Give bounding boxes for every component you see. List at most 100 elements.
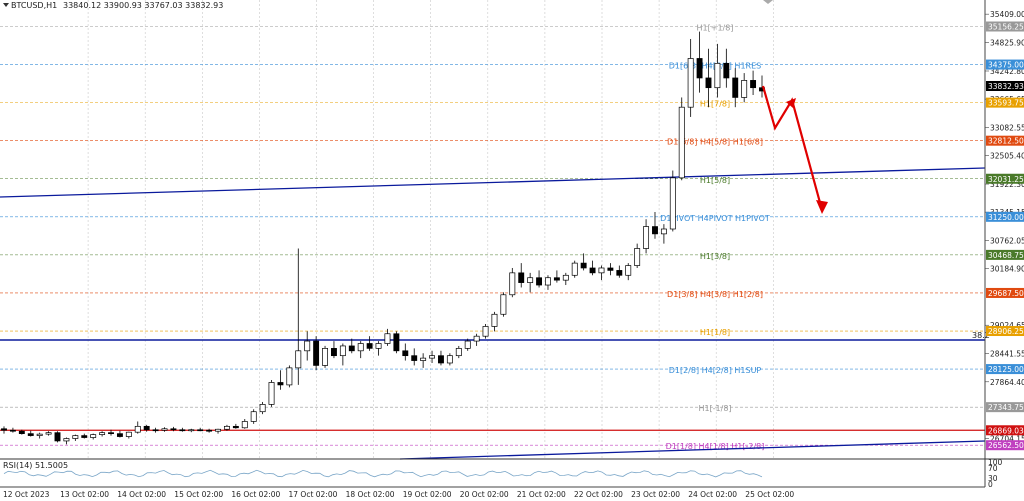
candle (250, 409, 257, 424)
price-tick-label: 33082.55 (990, 124, 1024, 133)
level-price-tag: 32031.25 (988, 175, 1024, 184)
candle (589, 260, 596, 276)
candle (1, 426, 7, 434)
candle (482, 324, 489, 339)
level-label: H1[+1/8] (697, 23, 734, 32)
candle (45, 431, 52, 436)
candle (18, 429, 25, 435)
level-price-tag: 28906.25 (988, 327, 1024, 336)
time-tick-label: 15 Oct 02:00 (174, 490, 223, 499)
candle (669, 170, 676, 232)
candle (304, 331, 311, 361)
forecast-arrow[interactable] (761, 85, 828, 214)
candle (643, 219, 650, 254)
level-price-tag: 30468.75 (988, 251, 1024, 260)
candle (375, 341, 382, 356)
rsi-tick-70: 70 (988, 464, 998, 473)
candle (143, 424, 150, 432)
candle (687, 38, 694, 117)
candle (331, 341, 337, 359)
level-label: H1[5/8] (700, 176, 730, 185)
scroll-marker-icon[interactable] (763, 0, 773, 4)
level-price-tag: 32812.50 (988, 137, 1024, 146)
level-label: H1[1/8] (700, 328, 730, 337)
candle (116, 430, 123, 438)
price-tick-label: 30762.05 (990, 237, 1024, 246)
candle (215, 428, 221, 434)
candle (429, 350, 435, 363)
rsi-line (3, 469, 763, 478)
candle (536, 270, 543, 288)
candle (241, 419, 248, 429)
candle (152, 427, 159, 433)
level-price-tag: 33593.75 (988, 99, 1024, 108)
time-tick-label: 25 Oct 02:00 (745, 490, 794, 499)
candle (607, 263, 614, 276)
level-label: D1PIVOT H4PIVOT H1PIVOT (660, 214, 770, 223)
candle (90, 433, 97, 440)
candle (509, 267, 516, 298)
candle (170, 426, 177, 432)
level-label: H1[3/8] (700, 252, 730, 261)
time-tick-label: 16 Oct 02:00 (231, 490, 280, 499)
upper-trend-line[interactable] (0, 167, 986, 198)
candle (446, 353, 453, 366)
candle (741, 73, 748, 103)
candle (678, 97, 685, 181)
candle (108, 429, 114, 436)
ohlc-label: 33840.12 33900.93 33767.03 33832.93 (63, 1, 223, 10)
level-price-tag: 34375.00 (988, 61, 1024, 70)
level-price-tag: 31250.00 (988, 213, 1024, 222)
time-tick-label: 22 Oct 02:00 (574, 490, 623, 499)
level-label: D1[5/8] H4[5/8] H1[6/8] (667, 138, 763, 147)
price-tick-label: 30184.90 (990, 265, 1024, 274)
candle (402, 343, 409, 361)
candle (357, 341, 364, 359)
candle (339, 343, 346, 366)
price-tick-label: 32505.40 (990, 152, 1024, 161)
candle (125, 431, 132, 439)
level-label: H1[-1/8] (698, 404, 731, 413)
candle (652, 211, 658, 239)
price-tick-label: 34242.80 (990, 67, 1024, 76)
candles (1, 31, 765, 445)
candle (562, 272, 569, 286)
candle (206, 428, 213, 433)
candle (714, 43, 721, 98)
candle (366, 336, 373, 351)
level-price-tag: 26869.03 (988, 426, 1024, 435)
candle (750, 70, 757, 96)
price-tick-label: 29024.65 (990, 321, 1024, 330)
candle (420, 353, 427, 368)
candle (27, 430, 34, 437)
candle (313, 336, 320, 371)
candle (36, 432, 43, 439)
level-price-tag: 29687.50 (988, 289, 1024, 298)
candle (616, 265, 623, 278)
time-axis: 12 Oct 2023 13 Oct 02:00 14 Oct 02:00 15 Oc… (3, 490, 794, 499)
candle (393, 331, 400, 354)
candle (63, 437, 70, 445)
collapse-arrow-icon[interactable] (3, 3, 9, 7)
candle (99, 431, 106, 437)
level-label: D1[3/8] H4[3/8] H1[2/8] (667, 290, 763, 299)
time-tick-label: 19 Oct 02:00 (403, 490, 452, 499)
candle (179, 427, 186, 432)
candle (197, 427, 204, 432)
price-tick-label: 34825.90 (990, 39, 1024, 48)
time-tick-label: 24 Oct 02:00 (688, 490, 737, 499)
candle (161, 427, 168, 432)
level-price-tag: 27343.75 (988, 403, 1024, 412)
candle (696, 31, 703, 93)
rsi-label: RSI(14) 51.5005 (3, 461, 68, 470)
candle (348, 338, 355, 354)
price-tick-label: 31922.30 (990, 180, 1024, 189)
lower-trend-line[interactable] (399, 440, 986, 460)
level-label: D1[1/8] H4[1/8] H1[-2/8] (666, 442, 765, 451)
candle (732, 68, 739, 108)
candle (232, 423, 239, 429)
candle (9, 427, 16, 433)
candle (188, 428, 195, 433)
time-tick-label: 14 Oct 02:00 (117, 490, 166, 499)
